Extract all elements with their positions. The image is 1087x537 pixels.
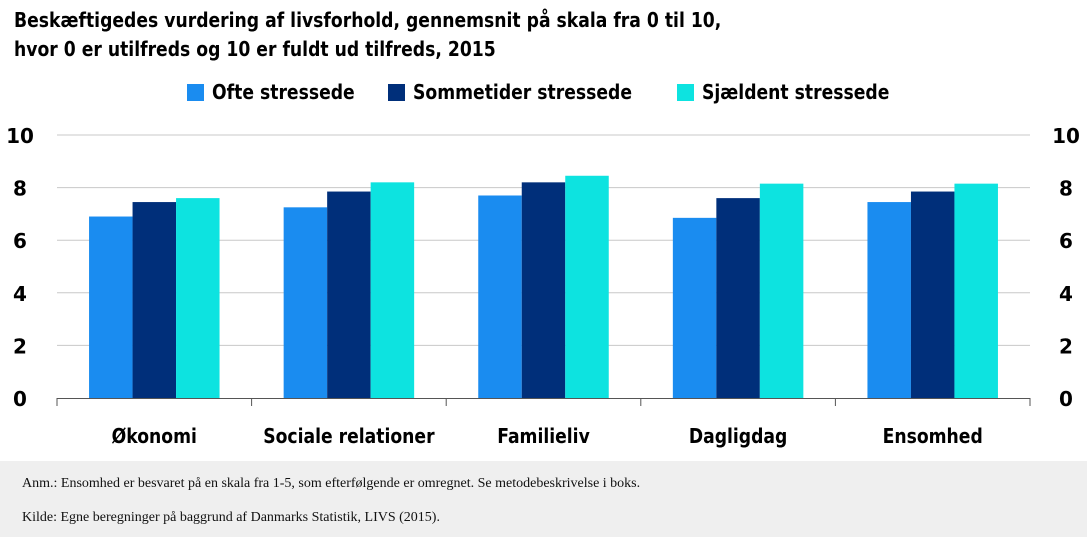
bar — [478, 195, 522, 398]
y-tick-label-left: 6 — [13, 229, 27, 253]
y-tick-label-right: 6 — [1059, 229, 1073, 253]
y-tick-label-right: 2 — [1059, 334, 1073, 358]
legend-item-sommetider: Sommetider stressede — [387, 80, 648, 104]
y-tick-label-right: 4 — [1059, 282, 1073, 306]
y-tick-label-right: 0 — [1059, 387, 1073, 411]
y-tick-label-left: 0 — [13, 387, 27, 411]
x-tick-label: Familieliv — [497, 426, 590, 449]
bar — [132, 202, 177, 398]
legend-item-ofte: Ofte stressede — [186, 80, 358, 104]
bar — [867, 202, 911, 398]
y-tick-label-left: 10 — [6, 124, 34, 148]
bar — [370, 182, 415, 398]
bar — [565, 175, 609, 398]
bar — [954, 183, 998, 398]
legend-swatch-ofte — [186, 83, 204, 101]
bar — [910, 191, 955, 398]
bar-chart: 0 0 2 2 4 4 6 6 8 8 10 10 Økonomi Sociale relationer F… — [6, 124, 1080, 449]
x-tick-label: Ensomhed — [883, 426, 983, 449]
chart-title: Beskæftigedes vurdering af livsforhold, … — [14, 6, 926, 64]
bar — [672, 217, 717, 398]
y-tick-label-right: 8 — [1059, 177, 1073, 201]
legend-label-ofte: Ofte stressede — [211, 80, 355, 104]
bar — [716, 198, 760, 398]
y-tick-label-left: 8 — [13, 177, 27, 201]
x-tick-label: Sociale relationer — [263, 426, 435, 449]
chart-legend: Ofte stressede Sommetider stressede Sjæl… — [0, 80, 1087, 104]
x-tick-label: Økonomi — [112, 426, 197, 449]
bar — [521, 182, 566, 398]
chart-title-line-2: hvor 0 er utilfreds og 10 er fuldt ud ti… — [14, 37, 496, 61]
notes-box: Anm.: Ensomhed er besvaret på en skala f… — [0, 461, 1087, 537]
chart-title-line-1: Beskæftigedes vurdering af livsforhold, … — [14, 8, 722, 32]
bar — [759, 183, 804, 398]
legend-swatch-sommetider — [387, 83, 405, 101]
note-anm: Anm.: Ensomhed er besvaret på en skala f… — [22, 476, 641, 491]
y-tick-label-right: 10 — [1052, 124, 1080, 148]
legend-label-sjaeldent: Sjældent stressede — [702, 80, 890, 104]
x-tick-label: Dagligdag — [689, 426, 787, 449]
note-kilde: Kilde: Egne beregninger på baggrund af D… — [22, 510, 440, 525]
legend-item-sjaeldent: Sjældent stressede — [677, 80, 900, 104]
bar — [283, 207, 328, 398]
y-tick-label-left: 2 — [13, 334, 27, 358]
legend-label-sommetider: Sommetider stressede — [412, 80, 632, 104]
bar — [327, 191, 371, 398]
bar — [89, 216, 133, 398]
y-tick-label-left: 4 — [13, 282, 27, 306]
bar — [176, 198, 220, 398]
legend-swatch-sjaeldent — [677, 83, 695, 101]
